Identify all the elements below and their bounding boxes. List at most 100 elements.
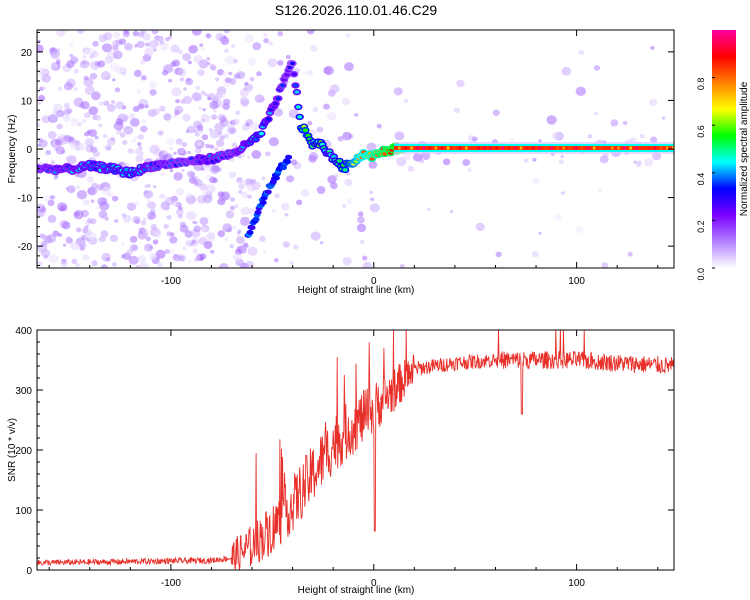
spectrogram-noise-blob	[177, 213, 183, 219]
spectrogram-noise-blob	[472, 136, 478, 142]
spectrogram-band-segment	[452, 146, 456, 150]
spectrogram-noise-blob	[207, 96, 212, 101]
spectrogram-ridge-core	[123, 167, 130, 172]
spectrogram-noise-blob	[103, 100, 110, 106]
spectrogram-band-segment	[404, 146, 407, 150]
colorbar-label: Normalized spectral amplitude	[739, 81, 750, 216]
spectrogram-noise-blob	[71, 258, 78, 264]
spectrogram-noise-blob	[73, 68, 80, 74]
spectrogram-noise-blob	[456, 79, 465, 88]
spectrogram-noise-blob	[204, 93, 208, 97]
spectrogram-noise-blob	[175, 208, 184, 216]
spectrogram-noise-blob	[73, 86, 79, 91]
spectrogram-noise-blob	[300, 189, 310, 197]
spectrogram-noise-blob	[144, 47, 154, 57]
spectrogram-noise-blob	[354, 113, 359, 117]
spectrogram-noise-blob	[274, 193, 280, 199]
spectrogram-noise-blob	[112, 262, 117, 267]
spectrogram-band-segment	[647, 146, 651, 150]
spectrogram-noise-blob	[427, 208, 431, 211]
spectrogram-noise-blob	[100, 264, 108, 268]
spectrogram-noise-blob	[119, 38, 127, 45]
spectrogram-noise-blob	[226, 227, 232, 233]
spectrogram-noise-blob	[179, 149, 185, 154]
spectrogram-noise-blob	[273, 258, 279, 263]
spectrogram-noise-blob	[139, 261, 149, 268]
spectrogram-noise-blob	[90, 199, 95, 203]
spectrogram-noise-blob	[230, 197, 235, 202]
spectrogram-noise-blob	[546, 115, 557, 125]
spectrogram-noise-blob	[103, 32, 113, 41]
spectrogram-noise-blob	[198, 106, 202, 110]
spectrogram-noise-blob	[137, 103, 145, 110]
spectrogram-noise-blob	[57, 233, 63, 237]
spectrogram-noise-blob	[344, 62, 354, 72]
spectrogram-noise-blob	[219, 115, 227, 123]
spectrogram-band-segment	[659, 146, 663, 150]
spectrogram-noise-blob	[467, 168, 472, 173]
spectrogram-noise-blob	[244, 33, 255, 44]
spectrogram-noise-blob	[41, 211, 47, 217]
spectrogram-noise-blob	[316, 186, 326, 194]
spectrogram-noise-blob	[137, 134, 144, 140]
spectrogram-noise-blob	[50, 51, 60, 60]
spectrogram-noise-blob	[69, 53, 74, 58]
spectrogram-noise-blob	[209, 129, 220, 139]
spectrogram-noise-blob	[55, 139, 62, 146]
spectrogram-noise-blob	[100, 230, 109, 238]
spectrogram-noise-blob	[186, 125, 196, 134]
spectrogram-noise-blob	[211, 65, 217, 71]
colorbar-tick-label: 0.8	[696, 78, 706, 91]
spectrogram-noise-blob	[661, 116, 666, 120]
spectrogram-ridge-core	[291, 72, 297, 76]
spectrogram-noise-blob	[199, 257, 204, 261]
spectrogram-noise-blob	[197, 69, 205, 76]
spectrogram-noise-blob	[142, 217, 147, 221]
spectrogram-noise-blob	[68, 136, 75, 143]
spectrogram-branch-blob	[264, 189, 272, 195]
spectrogram-noise-blob	[263, 38, 269, 44]
spectrogram-noise-blob	[187, 150, 191, 155]
spectrogram-ridge-core	[294, 90, 300, 94]
spectrogram-branch-blob	[259, 200, 267, 206]
spectrogram-ridge-core	[101, 164, 107, 169]
spectrogram-noise-blob	[207, 61, 211, 66]
spectrogram-noise-blob	[575, 86, 586, 97]
spectrogram-noise-blob	[166, 138, 175, 146]
spectrogram-noise-blob	[95, 114, 102, 121]
spectrogram-noise-blob	[376, 123, 382, 129]
spectrogram-x-tick-label: 0	[371, 276, 377, 287]
spectrogram-noise-blob	[366, 142, 377, 152]
spectrogram-noise-blob	[245, 122, 250, 127]
spectrogram-band-segment	[428, 146, 431, 150]
spectrogram-noise-blob	[627, 251, 633, 257]
spectrogram-noise-blob	[155, 249, 166, 259]
spectrogram-noise-blob	[181, 168, 185, 173]
spectrogram-noise-blob	[181, 142, 188, 148]
spectrogram-noise-blob	[179, 224, 189, 233]
spectrogram-noise-blob	[82, 254, 90, 261]
spectrogram-noise-blob	[216, 139, 225, 147]
spectrogram-noise-blob	[205, 33, 212, 39]
spectrogram-noise-blob	[160, 171, 166, 177]
spectrogram-noise-blob	[47, 131, 57, 139]
spectrogram-noise-blob	[201, 134, 209, 141]
spectrogram-noise-blob	[75, 263, 80, 268]
spectrogram-noise-blob	[247, 57, 257, 66]
spectrogram-noise-blob	[629, 137, 637, 144]
spectrogram-noise-blob	[560, 155, 564, 158]
spectrogram-noise-blob	[247, 194, 252, 199]
spectrogram-noise-blob	[128, 255, 139, 265]
spectrogram-noise-blob	[165, 37, 170, 42]
spectrogram-noise-blob	[399, 264, 405, 268]
spectrogram-noise-blob	[146, 183, 151, 188]
spectrogram-band-segment	[501, 146, 505, 150]
spectrogram-noise-blob	[136, 89, 142, 94]
spectrogram-noise-blob	[79, 59, 90, 69]
spectrogram-band-segment	[465, 146, 468, 150]
spectrogram-noise-blob	[442, 158, 451, 166]
spectrogram-noise-blob	[407, 165, 415, 172]
snr-x-tick-label: 0	[371, 578, 377, 589]
spectrogram-x-label: Height of straight line (km)	[298, 285, 415, 296]
spectrogram-noise-blob	[121, 241, 126, 246]
